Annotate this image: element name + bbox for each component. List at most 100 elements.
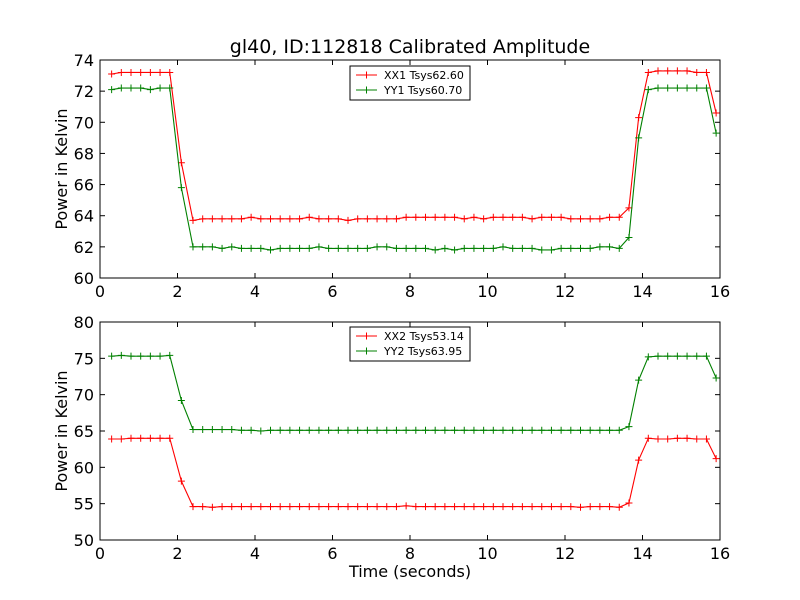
data-point-yy2 [177,396,185,404]
data-point-xx2 [480,503,488,511]
x-tick-label: 6 [327,544,337,563]
data-point-xx1 [693,68,701,76]
data-point-xx2 [296,503,304,511]
data-point-xx2 [586,503,594,511]
data-point-yy2 [702,352,710,360]
data-point-xx2 [615,503,623,511]
data-point-yy1 [363,244,371,252]
data-point-yy1 [441,244,449,252]
data-point-yy2 [296,426,304,434]
x-tick-label: 14 [632,282,652,301]
data-point-xx2 [567,503,575,511]
x-tick-label: 0 [95,544,105,563]
data-point-yy1 [567,244,575,252]
data-point-xx1 [683,67,691,75]
data-point-xx1 [305,213,313,221]
data-point-yy1 [606,243,614,251]
data-point-yy1 [451,246,459,254]
data-point-yy1 [712,129,720,137]
data-point-yy1 [296,244,304,252]
data-point-yy2 [528,426,536,434]
data-point-xx2 [422,503,429,511]
data-point-yy2 [625,423,633,431]
data-point-yy2 [586,426,594,434]
x-tick-label: 16 [710,282,730,301]
data-point-yy1 [267,246,274,254]
data-point-xx2 [189,503,197,511]
data-point-yy2 [470,426,478,434]
data-point-yy2 [108,352,116,360]
data-point-yy1 [460,244,468,252]
data-point-xx1 [422,213,429,221]
data-point-xx1 [117,68,125,76]
data-point-xx2 [470,503,478,511]
data-point-yy2 [257,427,265,435]
data-point-xx2 [606,503,614,511]
data-point-xx1 [257,215,265,223]
data-point-xx1 [441,213,449,221]
data-point-xx2 [557,503,565,511]
data-point-yy1 [480,244,488,252]
data-point-xx2 [344,503,352,511]
legend-marker [363,332,370,340]
data-point-yy2 [127,352,135,360]
data-point-xx1 [156,68,164,76]
data-point-xx2 [257,503,265,511]
data-point-xx2 [305,503,313,511]
data-point-xx2 [363,503,371,511]
x-tick-label: 0 [95,282,105,301]
data-point-yy2 [247,426,255,434]
data-point-xx2 [267,503,274,511]
data-point-yy1 [412,244,420,252]
data-point-yy2 [363,426,371,434]
data-point-yy2 [499,426,507,434]
data-point-xx1 [644,68,652,76]
data-point-yy1 [305,244,313,252]
data-point-yy2 [538,426,546,434]
data-point-xx2 [702,435,710,443]
data-point-xx2 [276,503,284,511]
data-point-yy2 [402,426,410,434]
data-point-xx1 [606,213,614,221]
data-point-xx1 [577,215,584,223]
data-point-yy2 [237,426,245,434]
data-point-xx1 [354,215,362,223]
data-point-xx1 [557,213,565,221]
data-point-yy1 [383,243,391,251]
data-point-xx1 [276,215,284,223]
data-point-xx1 [664,67,672,75]
data-point-yy2 [654,352,662,360]
data-point-xx2 [237,503,245,511]
data-point-xx1 [596,215,604,223]
y-tick-label: 60 [74,269,94,288]
legend-marker [363,86,370,94]
data-point-xx1 [673,67,681,75]
data-point-yy1 [422,244,429,252]
data-point-yy1 [228,243,236,251]
data-point-xx1 [137,68,145,76]
data-point-yy2 [422,426,429,434]
data-point-xx1 [712,109,720,117]
data-point-yy2 [228,426,236,434]
data-point-yy2 [156,352,164,360]
data-point-yy1 [557,244,565,252]
data-point-xx1 [635,114,643,122]
y-tick-label: 75 [74,349,94,368]
x-tick-label: 2 [172,544,182,563]
data-point-yy2 [166,351,174,359]
data-point-yy1 [431,246,439,254]
legend-box [349,65,471,101]
data-point-yy1 [108,86,116,94]
data-point-yy2 [334,426,342,434]
data-point-xx2 [518,503,526,511]
y-tick-label: 70 [74,386,94,405]
data-point-yy1 [127,84,135,92]
figure-title: gl40, ID:112818 Calibrated Amplitude [230,36,590,58]
data-point-xx2 [528,503,536,511]
data-point-yy1 [344,244,352,252]
data-point-xx2 [218,503,226,511]
data-point-yy2 [596,426,604,434]
data-point-yy2 [635,376,643,384]
data-point-yy1 [117,84,125,92]
